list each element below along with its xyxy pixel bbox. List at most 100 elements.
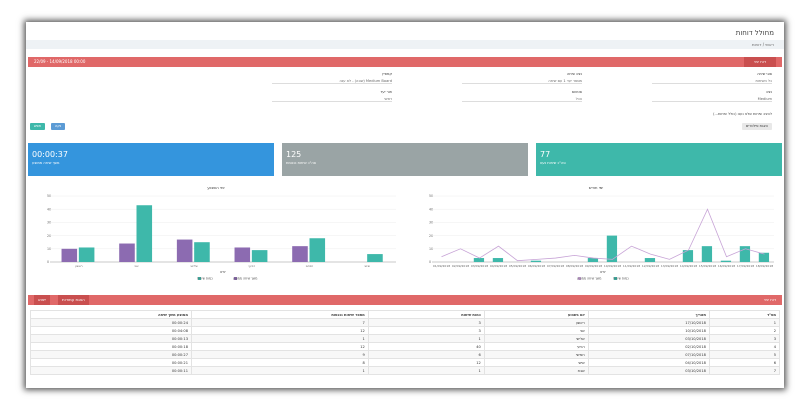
x-tick-label: שישי [364, 264, 370, 268]
x-tick-label: רביעי [249, 264, 256, 268]
table-cell: 03/10/2018 [587, 366, 710, 375]
table-cell: 07/10/2018 [587, 350, 710, 359]
x-tick-label: ראשון [75, 264, 83, 268]
date-range[interactable]: 22/09 - 14/09/2018 00:00 [34, 59, 86, 64]
x-tick-label: 12/09/2018 [642, 264, 659, 268]
table-cell: שבת [483, 366, 589, 375]
bar [61, 248, 78, 262]
table-header-row: מס"ד תאריך יום בשבוע כמות שיחות מספר שיחות נ… [30, 310, 781, 319]
x-tick-label: 09/09/2018 [585, 264, 602, 268]
x-tick-label: 03/09/2018 [471, 264, 488, 268]
table-cell: 00:00:27 [30, 350, 192, 359]
bar [492, 258, 504, 262]
legend-label[interactable]: משך שיחה ממוצע [233, 277, 257, 281]
filter-value[interactable]: Medium Board (שונה) - לא ענה [272, 79, 392, 84]
bar [530, 260, 542, 262]
filter-value[interactable]: Medium [652, 97, 772, 102]
table-cell: 7 [190, 318, 369, 327]
x-tick-label: 02/09/2018 [452, 264, 469, 268]
table-cell: 3 [367, 318, 485, 327]
table-cell: 12 [190, 342, 369, 351]
bar [251, 250, 268, 262]
checkbox[interactable]: להציג שיחות שלא נענו (כולל שיחות...) [713, 112, 772, 116]
stat-value: 77 [540, 150, 551, 159]
table-cell: 3 [708, 334, 781, 343]
table-cell: 7 [708, 366, 781, 375]
filter-label: נציג שיחה [566, 72, 582, 76]
x-axis-label: ימים [220, 270, 226, 274]
filter-value[interactable]: כל השיחות [652, 79, 772, 84]
table-cell: 1 [708, 318, 781, 327]
table-cell: 6 [708, 358, 781, 367]
column-header: תאריך [587, 310, 710, 319]
bar [194, 242, 210, 262]
bar [720, 260, 732, 262]
legend-label[interactable]: כמות שיחות [613, 277, 629, 281]
x-tick-label: 11/09/2018 [623, 264, 640, 268]
table-cell: 5 [708, 350, 781, 359]
chart: ימי השבוע 0 10 20 30 40 50 ראשון שני שלישי רביעי חמ… [47, 185, 396, 281]
breadcrumb-item[interactable]: ראשי [765, 42, 774, 47]
filter-label: נציג [766, 90, 772, 94]
x-tick-label: 18/09/2018 [756, 264, 773, 268]
table-cell: 00:00:11 [30, 366, 192, 375]
bar [739, 246, 751, 262]
legend-label[interactable]: כמות שיחות [197, 277, 213, 281]
bar [176, 239, 193, 262]
x-tick-label: 05/09/2018 [509, 264, 526, 268]
report-select[interactable]: דוח ימי [744, 57, 776, 67]
bar [292, 246, 308, 262]
filter-value[interactable]: ראשי [272, 97, 392, 102]
column-header: יום בשבוע [483, 310, 589, 319]
y-tick-label: 10 [429, 247, 433, 251]
bar [644, 258, 656, 262]
table-row: 4 02/10/2018 רביעי 40 12 00:00:18 [30, 342, 781, 351]
bar [136, 205, 153, 262]
stat-card: 125 סה"כ שיחות נכנסות [282, 143, 528, 176]
table-cell: 1 [190, 334, 369, 343]
table-row: 6 04/10/2018 שישי 12 8 00:00:21 [30, 358, 781, 367]
bar [606, 235, 618, 262]
columns-button[interactable]: הצגת עמודות [58, 295, 89, 305]
table-cell: 17/10/2018 [587, 318, 710, 327]
x-tick-label: 15/09/2018 [699, 264, 716, 268]
table-cell: 3 [367, 326, 485, 335]
bar [473, 258, 485, 262]
table-header: דוח ימי ייצוא הצגת עמודות [28, 295, 782, 305]
table-title: דוח ימי [764, 297, 776, 302]
y-tick-label: 30 [429, 221, 433, 225]
filter-value[interactable]: הכל [462, 97, 582, 102]
x-tick-label: 01/09/2018 [433, 264, 450, 268]
y-tick-label: 40 [429, 207, 433, 211]
table-cell: 1 [367, 334, 485, 343]
export-button[interactable]: ייצוא [34, 295, 50, 305]
filter-value[interactable]: מספר יעד 1 עם שיחה [462, 79, 582, 84]
stat-label: משך שיחה ממוצע [32, 161, 60, 165]
bar [309, 238, 326, 262]
stat-label: סה"כ שיחות נכנסות [286, 161, 317, 165]
x-axis-label: ימים [600, 270, 606, 274]
y-tick-label: 0 [47, 260, 49, 264]
clear-button[interactable]: נקה [51, 123, 66, 130]
chart-title: ימי השבוע [207, 185, 224, 190]
y-tick-label: 30 [47, 221, 51, 225]
legend-label[interactable]: משך שיחה ממוצע [577, 277, 601, 281]
table-cell: 8 [190, 358, 369, 367]
breadcrumb-item[interactable]: דוחות [751, 42, 762, 47]
data-table: מס"ד תאריך יום בשבוע כמות שיחות מספר שיחות נ… [30, 310, 781, 375]
stat-value: 125 [286, 150, 302, 159]
more-filters-button[interactable]: הצגת פילטרים [741, 123, 772, 130]
filter: נציג Medium [652, 90, 772, 102]
stat-card: 00:00:37 משך שיחה ממוצע [28, 143, 274, 176]
column-header: כמות שיחות [367, 310, 485, 319]
table-cell: ראשון [483, 318, 589, 327]
search-button[interactable]: חפש [30, 123, 46, 130]
y-tick-label: 0 [429, 260, 431, 264]
filter: סוגי שיחה כל השיחות [652, 72, 772, 84]
table-cell: 10/10/2018 [587, 326, 710, 335]
table-cell: שני [483, 326, 589, 335]
table-cell: 40 [367, 342, 485, 351]
x-tick-label: 07/09/2018 [547, 264, 564, 268]
